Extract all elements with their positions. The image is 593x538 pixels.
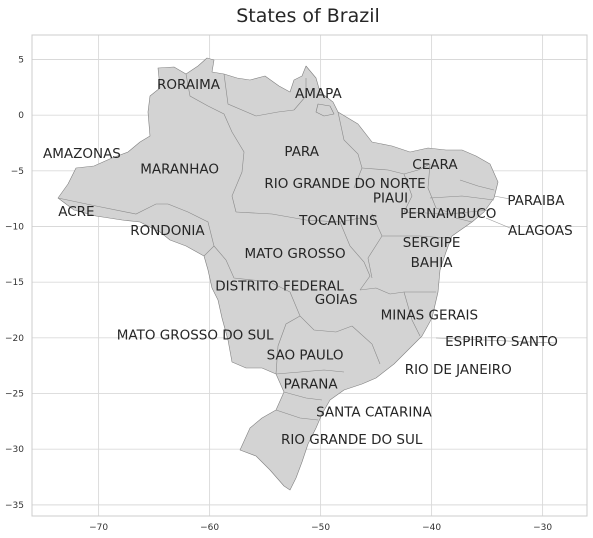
x-tick-label: −50 [311, 523, 330, 533]
state-label-parana: PARANA [284, 377, 339, 393]
label-leader-lines [435, 195, 556, 344]
y-tick-label: −15 [5, 278, 24, 288]
x-tick-label: −70 [89, 523, 108, 533]
leader-paraiba [493, 195, 511, 200]
state-label-sao-paulo: SAO PAULO [267, 348, 344, 364]
x-tick-label: −60 [200, 523, 219, 533]
state-label-piaui: PIAUI [373, 191, 408, 207]
state-label-santa-catarina: SANTA CATARINA [316, 404, 432, 420]
x-axis-ticks: −70 −60 −50 −40 −30 [89, 523, 552, 533]
map-title: States of Brazil [236, 5, 380, 27]
state-borders [57, 73, 495, 421]
state-label-pernambuco: PERNAMBUCO [400, 206, 496, 222]
state-label-ceara: CEARA [412, 157, 458, 173]
state-labels: RORAIMA AMAPA AMAZONAS PARA CEARA MARANHAO RIO… [43, 77, 573, 448]
marajo-island [315, 103, 335, 117]
y-tick-label: −30 [5, 445, 24, 455]
state-label-mato-grosso-do-sul: MATO GROSSO DO SUL [117, 328, 274, 344]
grid-lines [32, 35, 587, 516]
x-tick-label: −30 [533, 523, 552, 533]
state-label-sergipe: SERGIPE [403, 235, 461, 251]
state-label-rondonia: RONDONIA [130, 223, 205, 239]
x-tick-label: −40 [422, 523, 441, 533]
y-tick-label: −10 [5, 223, 24, 233]
y-axis-ticks: 5 0 −5 −10 −15 −20 −25 −30 −35 [5, 55, 24, 510]
state-label-tocantins: TOCANTINS [298, 213, 378, 229]
state-label-mato-grosso: MATO GROSSO [244, 246, 345, 262]
axes-frame [31, 34, 588, 517]
state-label-rio-grande-do-sul: RIO GRANDE DO SUL [281, 432, 423, 448]
state-label-roraima: RORAIMA [157, 77, 221, 93]
leader-alagoas [485, 217, 511, 229]
y-tick-label: 0 [18, 111, 24, 121]
state-label-espirito-santo: ESPIRITO SANTO [445, 334, 558, 350]
y-tick-label: 5 [18, 55, 24, 65]
state-label-paraiba: PARAIBA [507, 193, 565, 209]
leader-espirito-santo [435, 337, 556, 344]
state-label-goias: GOIAS [315, 292, 358, 308]
brazil-outline [57, 57, 499, 491]
land-layer [57, 57, 499, 491]
y-tick-label: −20 [5, 334, 24, 344]
state-label-minas-gerais: MINAS GERAIS [381, 307, 478, 323]
state-label-acre: ACRE [58, 204, 94, 220]
state-label-alagoas: ALAGOAS [508, 223, 573, 239]
y-tick-label: −5 [11, 167, 24, 177]
state-label-maranhao: MARANHAO [140, 162, 219, 178]
state-label-distrito-federal: DISTRITO FEDERAL [215, 279, 344, 295]
state-label-amapa: AMAPA [295, 86, 342, 102]
state-label-amazonas: AMAZONAS [43, 146, 121, 162]
state-label-bahia: BAHIA [411, 255, 454, 271]
y-tick-label: −35 [5, 501, 24, 511]
state-label-rio-grande-do-norte: RIO GRANDE DO NORTE [264, 176, 425, 192]
y-tick-label: −25 [5, 390, 24, 400]
state-label-rio-de-janeiro: RIO DE JANEIRO [405, 362, 512, 378]
state-label-para: PARA [284, 144, 319, 160]
